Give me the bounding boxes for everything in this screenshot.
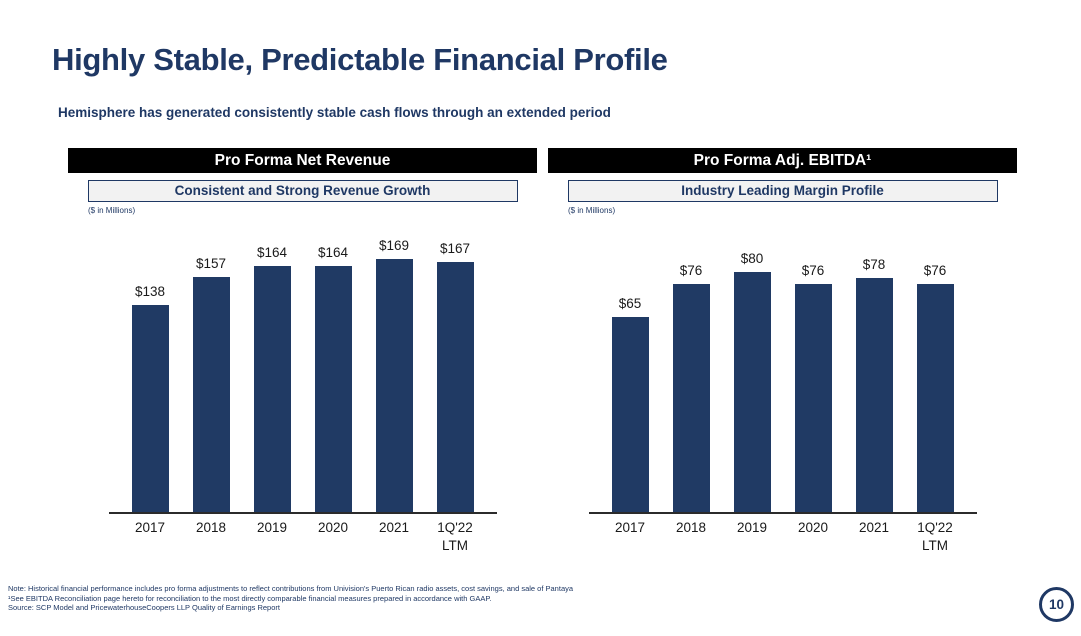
bar — [375, 258, 413, 512]
page-number-badge: 10 — [1039, 587, 1074, 622]
net-revenue-x-axis-labels: 2017 2018 2019 2020 2021 1Q'22 LTM — [68, 514, 537, 554]
x-axis-category-label: 2019 — [736, 520, 768, 535]
net-revenue-panel: Pro Forma Net Revenue Consistent and Str… — [68, 148, 537, 554]
bar-value-label: $167 — [439, 240, 471, 256]
bar — [192, 276, 230, 512]
net-revenue-units-label: ($ in Millions) — [88, 206, 136, 215]
bar-value-label: $76 — [679, 263, 703, 278]
bar — [131, 305, 169, 512]
x-axis-category-label: 2020 — [797, 520, 829, 535]
x-axis-category-label: 2021 — [858, 520, 890, 535]
x-axis-category-label: 2018 — [675, 520, 707, 535]
ebitda-panel: Pro Forma Adj. EBITDA¹ Industry Leading … — [548, 148, 1017, 554]
bar-group: $76 — [905, 263, 966, 512]
bar-value-label: $138 — [134, 284, 166, 299]
bar — [611, 317, 649, 512]
bar-group: $80 — [722, 251, 783, 512]
bar — [733, 272, 771, 512]
bar — [794, 284, 832, 512]
net-revenue-header: Pro Forma Net Revenue — [68, 148, 537, 173]
page-number: 10 — [1048, 597, 1065, 612]
bar-value-label: $76 — [923, 263, 947, 278]
bar-group: $169 — [364, 237, 425, 512]
net-revenue-x-axis — [108, 512, 497, 514]
bar — [253, 266, 291, 512]
x-axis-category-label: 2019 — [256, 520, 288, 535]
bar-value-label: $80 — [740, 251, 764, 266]
bar-group: $78 — [844, 257, 905, 512]
ebitda-tagline: Industry Leading Margin Profile — [567, 180, 998, 202]
footnote-source: Source: SCP Model and PricewaterhouseCoo… — [8, 603, 280, 613]
footnote-note: Note: Historical financial performance i… — [8, 584, 574, 593]
slide-title: Highly Stable, Predictable Financial Pro… — [52, 42, 668, 77]
footnotes: Note: Historical financial performance i… — [8, 584, 573, 613]
bar — [855, 278, 893, 512]
x-axis-category-label: 2017 — [614, 520, 646, 535]
bar-group: $76 — [783, 263, 844, 512]
bar-value-label: $78 — [862, 257, 886, 272]
bar-group: $164 — [242, 245, 303, 512]
x-axis-category-label: 2020 — [317, 520, 349, 535]
bar-value-label: $164 — [317, 245, 349, 260]
net-revenue-bar-chart: $138 $157 $164 $164 $169 $167 — [68, 215, 537, 512]
footnote-ebitda-reconciliation: ¹See EBITDA Reconciliation page hereto f… — [8, 593, 492, 603]
x-axis-category-label: 1Q'22 LTM — [437, 520, 473, 553]
x-axis-category-label: 2018 — [195, 520, 227, 535]
bar — [672, 284, 710, 512]
net-revenue-tagline: Consistent and Strong Revenue Growth — [87, 180, 518, 202]
ebitda-header: Pro Forma Adj. EBITDA¹ — [548, 148, 1017, 173]
ebitda-units-label: ($ in Millions) — [568, 206, 616, 215]
slide-subtitle: Hemisphere has generated consistently st… — [58, 105, 611, 120]
bar — [916, 284, 954, 512]
bar-value-label: $169 — [378, 237, 410, 253]
ebitda-x-axis — [588, 512, 977, 514]
bar-group: $164 — [303, 245, 364, 512]
x-axis-category-label: 2021 — [378, 520, 410, 535]
ebitda-x-axis-labels: 2017 2018 2019 2020 2021 1Q'22 LTM — [548, 514, 1017, 554]
bar-value-label: $65 — [618, 296, 642, 311]
bar — [314, 266, 352, 512]
x-axis-category-label: 1Q'22 LTM — [917, 520, 953, 553]
bar-group: $138 — [120, 284, 181, 512]
bar-value-label: $164 — [256, 245, 288, 260]
x-axis-category-label: 2017 — [134, 520, 166, 535]
bar-value-label: $76 — [801, 263, 825, 278]
bar-group: $65 — [600, 296, 661, 512]
bar — [436, 261, 474, 512]
bar-group: $76 — [661, 263, 722, 512]
ebitda-bar-chart: $65 $76 $80 $76 $78 $76 — [548, 215, 1017, 512]
bar-group: $167 — [425, 240, 486, 512]
bar-group: $157 — [181, 255, 242, 512]
bar-value-label: $157 — [195, 255, 227, 271]
